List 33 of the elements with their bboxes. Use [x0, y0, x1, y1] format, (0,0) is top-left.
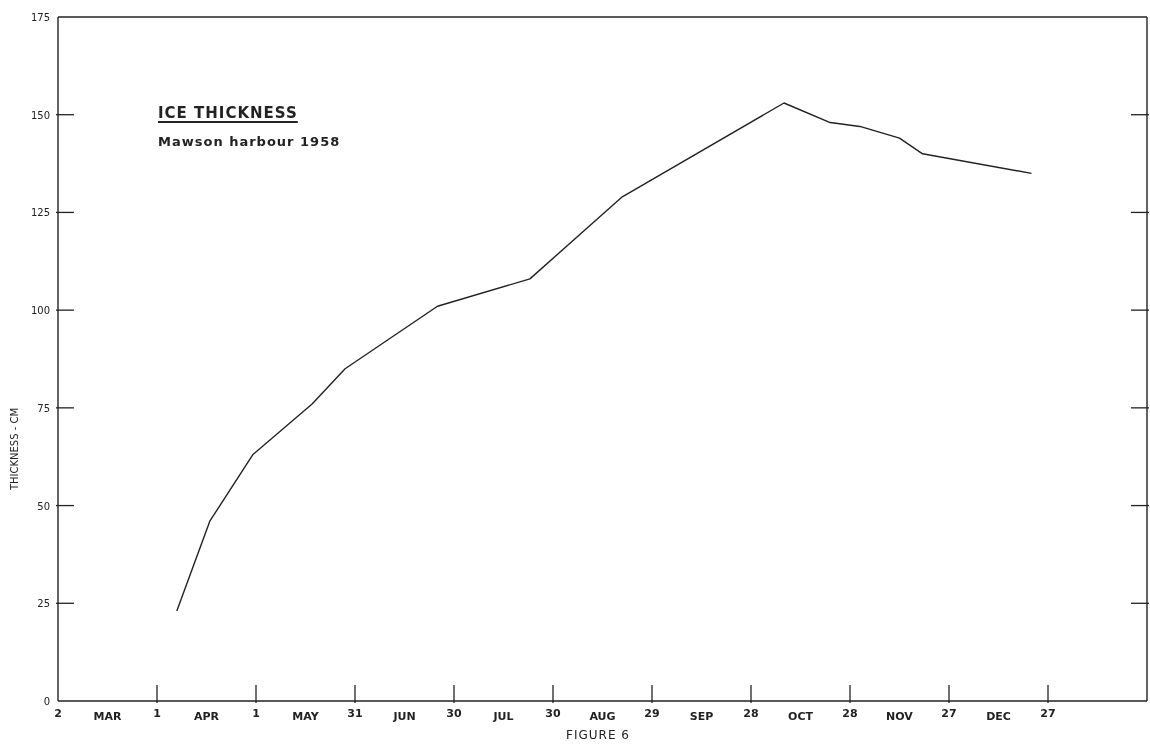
x-tick-label: 2: [54, 707, 62, 720]
text: Mawson harbour 1958: [158, 134, 341, 149]
x-tick-label: 31: [347, 707, 363, 720]
text: ICE THICKNESS: [158, 104, 298, 122]
x-tick-label: DEC: [986, 710, 1011, 723]
x-tick-label: 28: [842, 707, 858, 720]
x-tick-label: JUN: [392, 710, 416, 723]
x-tick-label: 27: [1040, 707, 1056, 720]
x-tick-label: JUL: [492, 710, 514, 723]
x-tick-label: APR: [193, 710, 220, 723]
x-tick-label: NOV: [886, 710, 914, 723]
y-tick-label: 175: [30, 12, 50, 23]
y-tick-label: 150: [30, 109, 50, 121]
y-tick-label: 75: [37, 402, 50, 414]
x-tick-label: AUG: [589, 710, 616, 723]
y-tick-label: 100: [30, 305, 50, 317]
caption: FIGURE 6: [565, 728, 631, 742]
x-tick-label: 30: [446, 707, 462, 720]
x-tick-label: 1: [153, 707, 161, 720]
y-tick-label: 125: [30, 207, 50, 219]
x-tick-label: 29: [644, 707, 660, 720]
x-tick-label: MAY: [292, 710, 320, 723]
x-tick-label: 28: [743, 707, 759, 720]
x-tick-label: 30: [545, 707, 561, 720]
y-tick-label: 0: [43, 696, 50, 707]
y-tick-label: 25: [37, 598, 50, 610]
x-tick-label: 1: [252, 707, 260, 720]
x-tick-label: OCT: [788, 710, 814, 723]
x-tick-label: SEP: [689, 710, 714, 723]
x-tick-label: MAR: [93, 710, 122, 723]
x-tick-label: 27: [941, 707, 957, 720]
y-axis-title: THICKNESS - CM: [8, 407, 20, 492]
y-tick-label: 50: [37, 500, 50, 512]
